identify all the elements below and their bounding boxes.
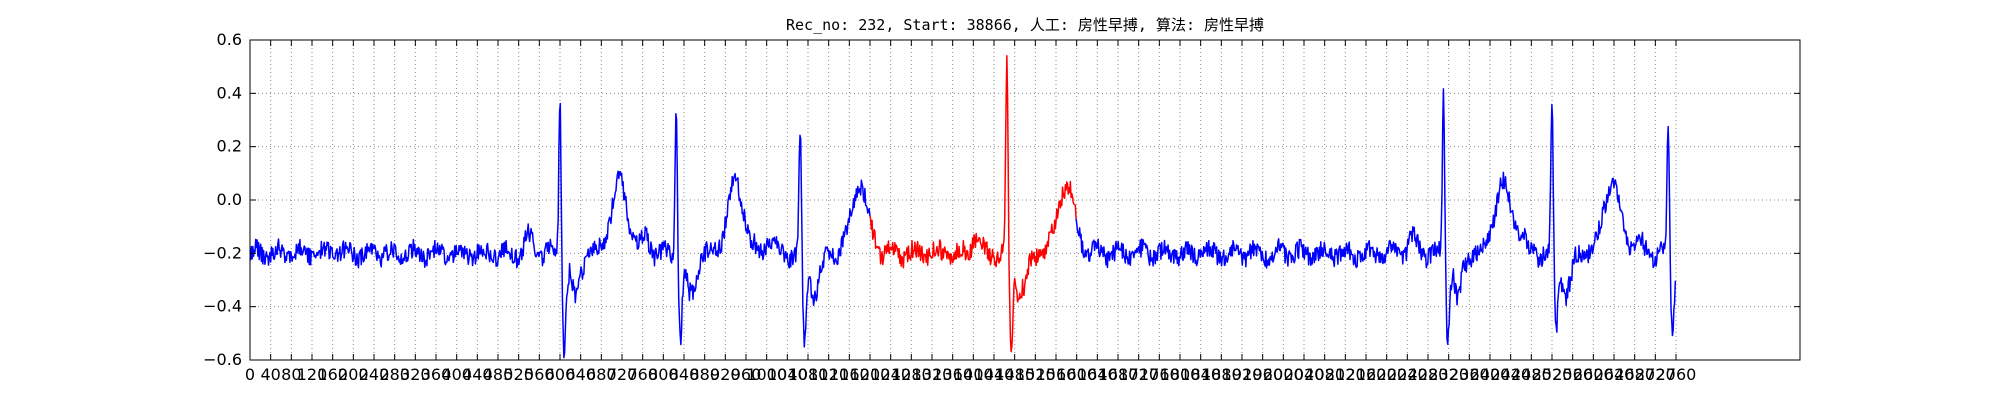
x-tick-label: 0 [245, 365, 255, 384]
x-tick-label: 2400 [1470, 365, 1511, 384]
x-tick-label: 1960 [1242, 365, 1283, 384]
x-tick-label: 2000 [1263, 365, 1304, 384]
x-tick-label: 1520 [1015, 365, 1056, 384]
x-tick-label: 1440 [974, 365, 1015, 384]
x-tick-label: 920 [710, 365, 741, 384]
x-tick-label: 2480 [1511, 365, 1552, 384]
y-tick-label: −0.6 [203, 350, 242, 369]
y-axis: −0.6 −0.4 −0.2 0.0 0.2 0.4 0.6 [203, 30, 1800, 369]
ecg-trace-highlight [869, 55, 1077, 353]
x-tick-label: 680 [586, 365, 617, 384]
plot-background [250, 40, 1800, 360]
x-tick-label: 2040 [1284, 365, 1325, 384]
x-tick-label: 560 [524, 365, 555, 384]
y-tick-label: 0.0 [217, 190, 242, 209]
x-tick-label: 1560 [1036, 365, 1077, 384]
x-tick-label: 280 [379, 365, 410, 384]
x-tick-label: 1320 [912, 365, 953, 384]
x-tick-label: 2360 [1449, 365, 1490, 384]
y-tick-label: −0.2 [203, 243, 242, 262]
x-tick-label: 1720 [1118, 365, 1159, 384]
grid [249, 40, 1800, 360]
y-tick-label: 0.2 [217, 137, 242, 156]
x-tick-label: 2200 [1366, 365, 1407, 384]
x-tick-label: 1880 [1201, 365, 1242, 384]
x-tick-label: 2600 [1573, 365, 1614, 384]
x-tick-label: 1800 [1160, 365, 1201, 384]
ecg-trace [249, 102, 871, 359]
x-tick-label: 2160 [1346, 365, 1387, 384]
x-tick-label: 120 [297, 365, 328, 384]
x-tick-label: 2240 [1387, 365, 1428, 384]
ecg-trace [1075, 88, 1677, 346]
chart-title: Rec_no: 232, Start: 38866, 人工: 房性早搏, 算法:… [786, 16, 1264, 34]
x-tick-label: 440 [462, 365, 493, 384]
x-tick-label: 1640 [1077, 365, 1118, 384]
x-tick-label: 2680 [1614, 365, 1655, 384]
x-tick-label: 960 [731, 365, 762, 384]
x-tick-label: 2640 [1594, 365, 1635, 384]
x-tick-label: 1200 [850, 365, 891, 384]
x-tick-label: 2440 [1490, 365, 1531, 384]
x-tick-label: 1760 [1139, 365, 1180, 384]
x-tick-label: 2720 [1635, 365, 1676, 384]
x-tick-label: 840 [669, 365, 700, 384]
x-tick-label: 2320 [1428, 365, 1469, 384]
x-tick-label: 520 [503, 365, 534, 384]
x-tick-label: 1600 [1056, 365, 1097, 384]
x-tick-label: 1040 [767, 365, 808, 384]
x-tick-label: 1080 [788, 365, 829, 384]
x-tick-label: 1240 [870, 365, 911, 384]
x-tick-label: 1360 [932, 365, 973, 384]
x-tick-label: 80 [281, 365, 301, 384]
x-tick-label: 1160 [829, 365, 870, 384]
x-tick-label: 1400 [953, 365, 994, 384]
x-axis: 0 40 8012016020024028032036040044048052056… [245, 40, 1696, 384]
x-tick-label: 2080 [1304, 365, 1345, 384]
x-tick-label: 240 [359, 365, 390, 384]
x-tick-label: 1920 [1222, 365, 1263, 384]
x-tick-label: 1120 [808, 365, 849, 384]
x-tick-label: 160 [317, 365, 348, 384]
x-tick-label: 1840 [1180, 365, 1221, 384]
x-tick-label: 600 [545, 365, 576, 384]
x-tick-label: 1480 [994, 365, 1035, 384]
x-tick-label: 640 [565, 365, 596, 384]
x-tick-label: 1000 [746, 365, 787, 384]
x-tick-label: 800 [648, 365, 679, 384]
x-tick-label: 40 [260, 365, 280, 384]
x-tick-label: 720 [607, 365, 638, 384]
x-tick-label: 760 [627, 365, 658, 384]
x-tick-label: 480 [483, 365, 514, 384]
x-tick-label: 2120 [1325, 365, 1366, 384]
x-tick-label: 360 [421, 365, 452, 384]
x-tick-label: 200 [338, 365, 369, 384]
x-tick-label: 2560 [1552, 365, 1593, 384]
x-tick-label: 2280 [1408, 365, 1449, 384]
x-tick-label: 320 [400, 365, 431, 384]
traces [249, 55, 1677, 359]
x-tick-label: 1680 [1098, 365, 1139, 384]
y-tick-label: 0.4 [217, 83, 242, 102]
y-tick-label: −0.4 [203, 297, 242, 316]
y-tick-label: 0.6 [217, 30, 242, 49]
x-tick-label: 2520 [1532, 365, 1573, 384]
x-tick-label: 1280 [891, 365, 932, 384]
x-tick-label: 2760 [1656, 365, 1697, 384]
x-tick-label: 880 [689, 365, 720, 384]
x-tick-label: 400 [441, 365, 472, 384]
